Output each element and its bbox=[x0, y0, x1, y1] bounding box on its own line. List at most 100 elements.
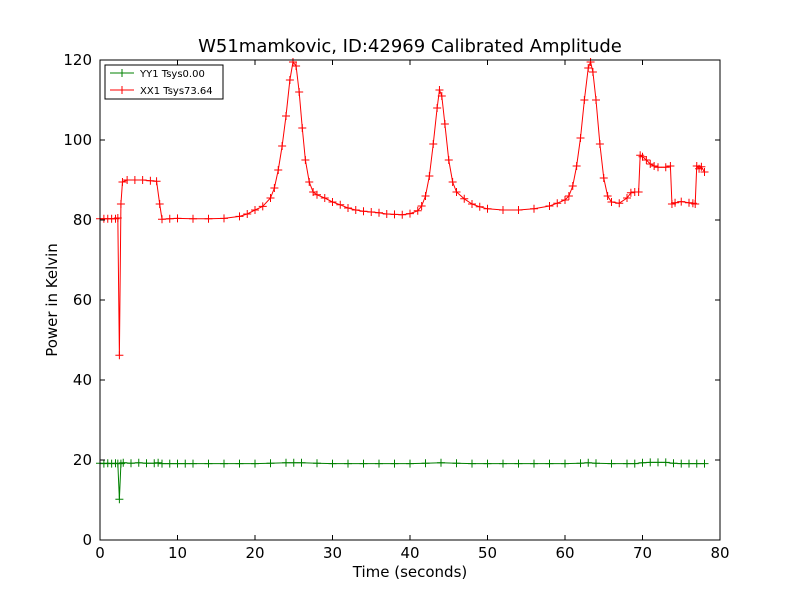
data-point-0-44 bbox=[576, 459, 585, 468]
data-point-1-20 bbox=[220, 214, 228, 223]
data-point-1-43 bbox=[351, 206, 360, 214]
data-point-1-44 bbox=[359, 207, 368, 216]
legend-box bbox=[104, 64, 224, 100]
data-point-1-22 bbox=[243, 210, 252, 218]
data-point-1-90 bbox=[634, 188, 643, 196]
data-point-0-55 bbox=[677, 459, 686, 468]
data-point-1-41 bbox=[336, 200, 345, 209]
data-point-1-94 bbox=[646, 160, 655, 168]
data-point-1-93 bbox=[642, 156, 651, 164]
data-point-1-32 bbox=[292, 62, 301, 70]
data-point-0-21 bbox=[235, 459, 244, 468]
data-point-0-34 bbox=[421, 459, 430, 468]
data-point-1-39 bbox=[320, 194, 329, 202]
data-point-0-16 bbox=[173, 459, 182, 468]
data-point-0-20 bbox=[220, 459, 228, 468]
data-point-1-25 bbox=[266, 194, 275, 202]
data-point-1-70 bbox=[545, 202, 554, 210]
data-point-1-27 bbox=[274, 166, 283, 174]
data-point-0-45 bbox=[584, 458, 593, 467]
legend-marker-yy1 bbox=[118, 69, 126, 77]
data-point-0-54 bbox=[669, 459, 678, 468]
data-point-1-18 bbox=[189, 214, 197, 223]
data-point-1-88 bbox=[626, 188, 635, 197]
data-point-1-61 bbox=[448, 178, 457, 186]
data-point-1-33 bbox=[295, 88, 304, 96]
data-point-0-46 bbox=[592, 459, 600, 468]
data-point-1-8 bbox=[118, 178, 127, 186]
data-point-0-36 bbox=[452, 459, 461, 468]
data-point-1-92 bbox=[638, 152, 647, 161]
data-point-0-18 bbox=[189, 459, 197, 468]
data-point-1-28 bbox=[278, 142, 287, 150]
data-point-1-34 bbox=[298, 124, 307, 132]
data-point-1-55 bbox=[429, 140, 438, 148]
data-point-1-96 bbox=[654, 163, 662, 172]
data-point-0-30 bbox=[359, 459, 368, 468]
data-point-0-53 bbox=[661, 458, 670, 467]
legend-entry-yy1: YY1 Tsys0.00 bbox=[110, 69, 205, 80]
data-point-0-39 bbox=[499, 459, 507, 468]
data-point-0-58 bbox=[700, 459, 709, 468]
data-point-0-41 bbox=[530, 459, 538, 468]
data-point-0-15 bbox=[165, 459, 174, 468]
data-point-0-24 bbox=[282, 458, 290, 467]
data-point-1-80 bbox=[588, 68, 597, 76]
data-point-1-87 bbox=[623, 194, 631, 202]
series-line-0 bbox=[99, 461, 705, 500]
data-point-1-62 bbox=[452, 188, 461, 196]
x-tick-label: 30 bbox=[323, 544, 342, 562]
x-tick-label: 0 bbox=[95, 544, 105, 562]
x-tick-label: 10 bbox=[168, 544, 187, 562]
plot-frame bbox=[99, 59, 721, 541]
data-point-0-50 bbox=[638, 458, 647, 467]
data-point-0-49 bbox=[630, 459, 639, 468]
data-point-1-77 bbox=[580, 96, 589, 104]
legend-label-xx1: XX1 Tsys73.64 bbox=[140, 86, 213, 97]
data-point-0-43 bbox=[561, 459, 569, 468]
data-point-1-5 bbox=[113, 214, 122, 222]
x-tick-label: 80 bbox=[710, 544, 729, 562]
data-point-1-21 bbox=[235, 212, 244, 221]
data-point-1-35 bbox=[301, 156, 310, 164]
data-point-1-76 bbox=[576, 134, 585, 142]
data-point-1-29 bbox=[282, 112, 290, 120]
data-point-0-27 bbox=[313, 459, 321, 468]
data-point-1-17 bbox=[173, 214, 182, 223]
data-point-1-82 bbox=[595, 140, 604, 148]
data-point-1-51 bbox=[413, 206, 422, 215]
data-point-1-50 bbox=[406, 209, 414, 218]
data-point-0-25 bbox=[289, 458, 298, 467]
data-point-0-22 bbox=[251, 459, 259, 468]
data-point-0-17 bbox=[181, 459, 190, 468]
data-point-1-46 bbox=[375, 208, 383, 217]
data-point-1-81 bbox=[592, 96, 600, 104]
legend: YY1 Tsys0.00 XX1 Tsys73.64 bbox=[104, 64, 224, 100]
data-point-1-52 bbox=[417, 202, 426, 210]
data-point-1-40 bbox=[328, 198, 337, 206]
data-point-1-65 bbox=[475, 202, 484, 211]
y-tick-label: 20 bbox=[73, 451, 92, 469]
data-point-0-40 bbox=[514, 459, 523, 468]
data-point-1-74 bbox=[568, 182, 577, 190]
data-point-1-98 bbox=[666, 162, 675, 170]
data-point-0-52 bbox=[654, 458, 662, 467]
y-tick-label: 60 bbox=[73, 291, 92, 309]
x-tick-label: 70 bbox=[633, 544, 652, 562]
data-point-1-45 bbox=[367, 208, 376, 216]
data-point-0-9 bbox=[127, 459, 135, 468]
data-point-1-10 bbox=[130, 176, 139, 184]
data-point-0-28 bbox=[328, 459, 337, 468]
data-point-1-9 bbox=[123, 176, 132, 184]
y-tick-label: 80 bbox=[73, 211, 92, 229]
data-point-1-67 bbox=[499, 206, 507, 214]
data-point-0-19 bbox=[204, 459, 213, 468]
data-point-1-42 bbox=[344, 204, 352, 212]
data-point-0-51 bbox=[646, 458, 655, 467]
data-point-1-68 bbox=[514, 206, 523, 214]
data-point-1-59 bbox=[440, 120, 449, 128]
data-point-1-58 bbox=[437, 92, 446, 100]
data-point-1-48 bbox=[390, 210, 399, 219]
data-point-0-48 bbox=[623, 459, 631, 468]
